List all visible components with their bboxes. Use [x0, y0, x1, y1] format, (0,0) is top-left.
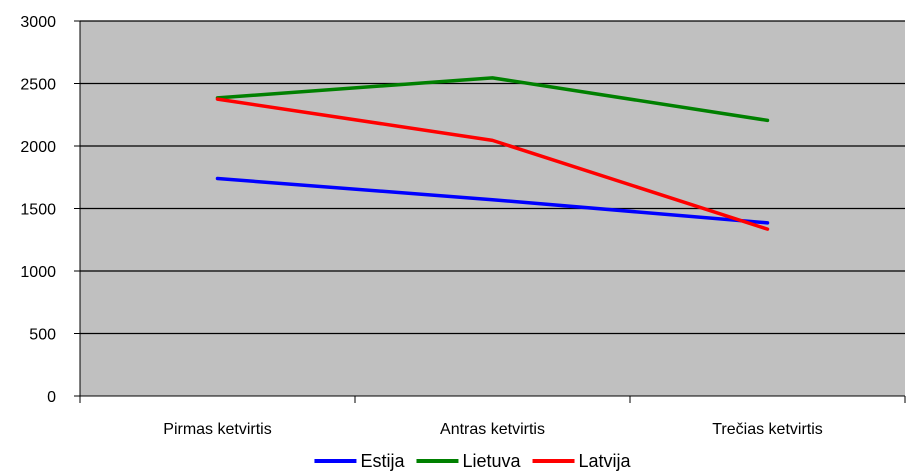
legend-label: Lietuva — [462, 451, 521, 471]
y-tick-label: 3000 — [20, 14, 56, 31]
y-axis-tick-labels: 0 500 1000 1500 2000 2500 3000 — [20, 14, 56, 406]
y-tick-label: 1500 — [20, 202, 56, 219]
y-tick-label: 2000 — [20, 139, 56, 156]
y-tick-label: 1000 — [20, 264, 56, 281]
x-axis-tick-labels: Pirmas ketvirtis Antras ketvirtis Trečias … — [163, 421, 822, 438]
legend-label: Estija — [360, 451, 405, 471]
series-line-estija — [215, 176, 770, 225]
legend-label: Latvija — [579, 451, 632, 471]
legend: Estija Lietuva Latvija — [314, 451, 632, 471]
series-line-latvija — [215, 97, 770, 231]
legend-item-lietuva: Lietuva — [416, 451, 522, 471]
x-tick-label: Trečias ketvirtis — [712, 421, 823, 438]
y-tick-label: 500 — [29, 327, 56, 344]
x-tick-label: Pirmas ketvirtis — [163, 421, 271, 438]
gridlines — [80, 20, 905, 335]
series-line-lietuva — [215, 76, 770, 123]
y-tick-label: 2500 — [20, 77, 56, 94]
series-lines — [215, 76, 770, 231]
legend-item-latvija: Latvija — [532, 451, 632, 471]
y-tick-label: 0 — [47, 389, 56, 406]
axes — [74, 20, 906, 403]
x-tick-label: Antras ketvirtis — [440, 421, 545, 438]
legend-item-estija: Estija — [314, 451, 405, 471]
